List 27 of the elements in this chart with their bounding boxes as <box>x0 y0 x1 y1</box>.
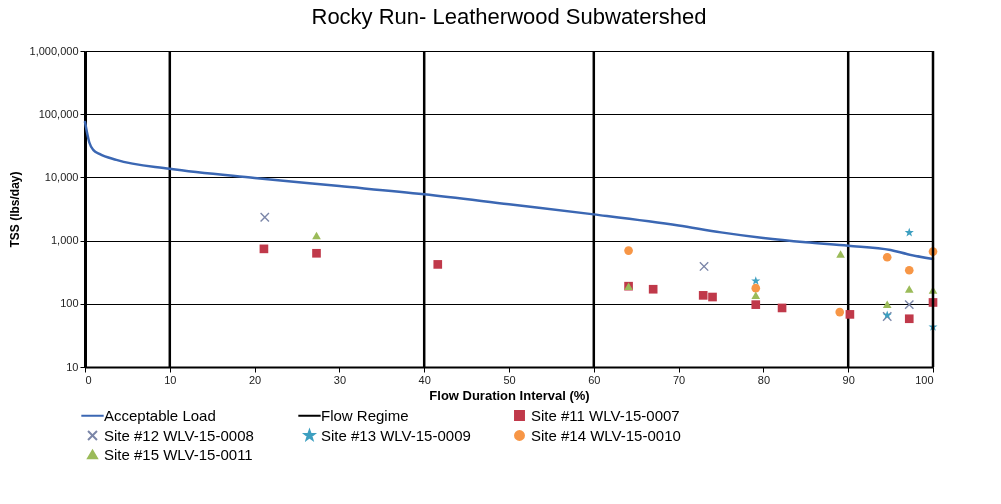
y-tick-label: 1,000 <box>50 234 79 247</box>
x-tick-label: 100 <box>915 373 934 386</box>
x-tick-label: 50 <box>503 373 516 386</box>
legend-label: Flow Regime <box>321 406 409 424</box>
y-tick-label: 100,000 <box>38 107 79 120</box>
chart-title: Rocky Run- Leatherwood Subwatershed <box>311 4 707 29</box>
x-tick-label: 80 <box>757 373 771 386</box>
x-tick-label: 40 <box>418 373 431 386</box>
legend-label: Site #13 WLV-15-0009 <box>321 426 471 444</box>
y-tick-label: 10,000 <box>44 170 79 183</box>
legend-label: Site #14 WLV-15-0010 <box>531 426 681 444</box>
x-axis-title: Flow Duration Interval (%) <box>429 387 590 403</box>
x-tick-label: 0 <box>85 373 92 386</box>
y-tick-label: 10 <box>66 360 79 373</box>
x-tick-label: 10 <box>164 373 177 386</box>
y-tick-label: 1,000,000 <box>29 44 79 57</box>
legend-label: Site #15 WLV-15-0011 <box>104 445 253 463</box>
x-tick-label: 20 <box>248 373 262 386</box>
legend-label: Site #11 WLV-15-0007 <box>531 406 680 424</box>
x-tick-label: 90 <box>842 373 855 386</box>
x-tick-label: 30 <box>333 373 347 386</box>
x-tick-label: 60 <box>588 373 601 386</box>
y-tick-label: 100 <box>60 297 79 310</box>
y-axis-title: TSS (lbs/day) <box>7 171 22 248</box>
legend-label: Acceptable Load <box>104 406 216 424</box>
x-tick-label: 70 <box>672 373 686 386</box>
legend-label: Site #12 WLV-15-0008 <box>104 426 254 444</box>
